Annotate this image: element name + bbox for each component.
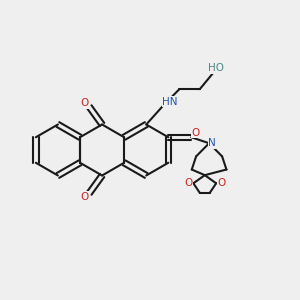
Text: HO: HO <box>208 63 224 73</box>
Text: O: O <box>218 178 226 188</box>
Text: O: O <box>81 98 89 108</box>
Text: O: O <box>184 178 192 188</box>
Text: O: O <box>81 192 89 202</box>
Text: HN: HN <box>162 97 178 106</box>
Text: O: O <box>192 128 200 138</box>
Text: N: N <box>208 138 216 148</box>
